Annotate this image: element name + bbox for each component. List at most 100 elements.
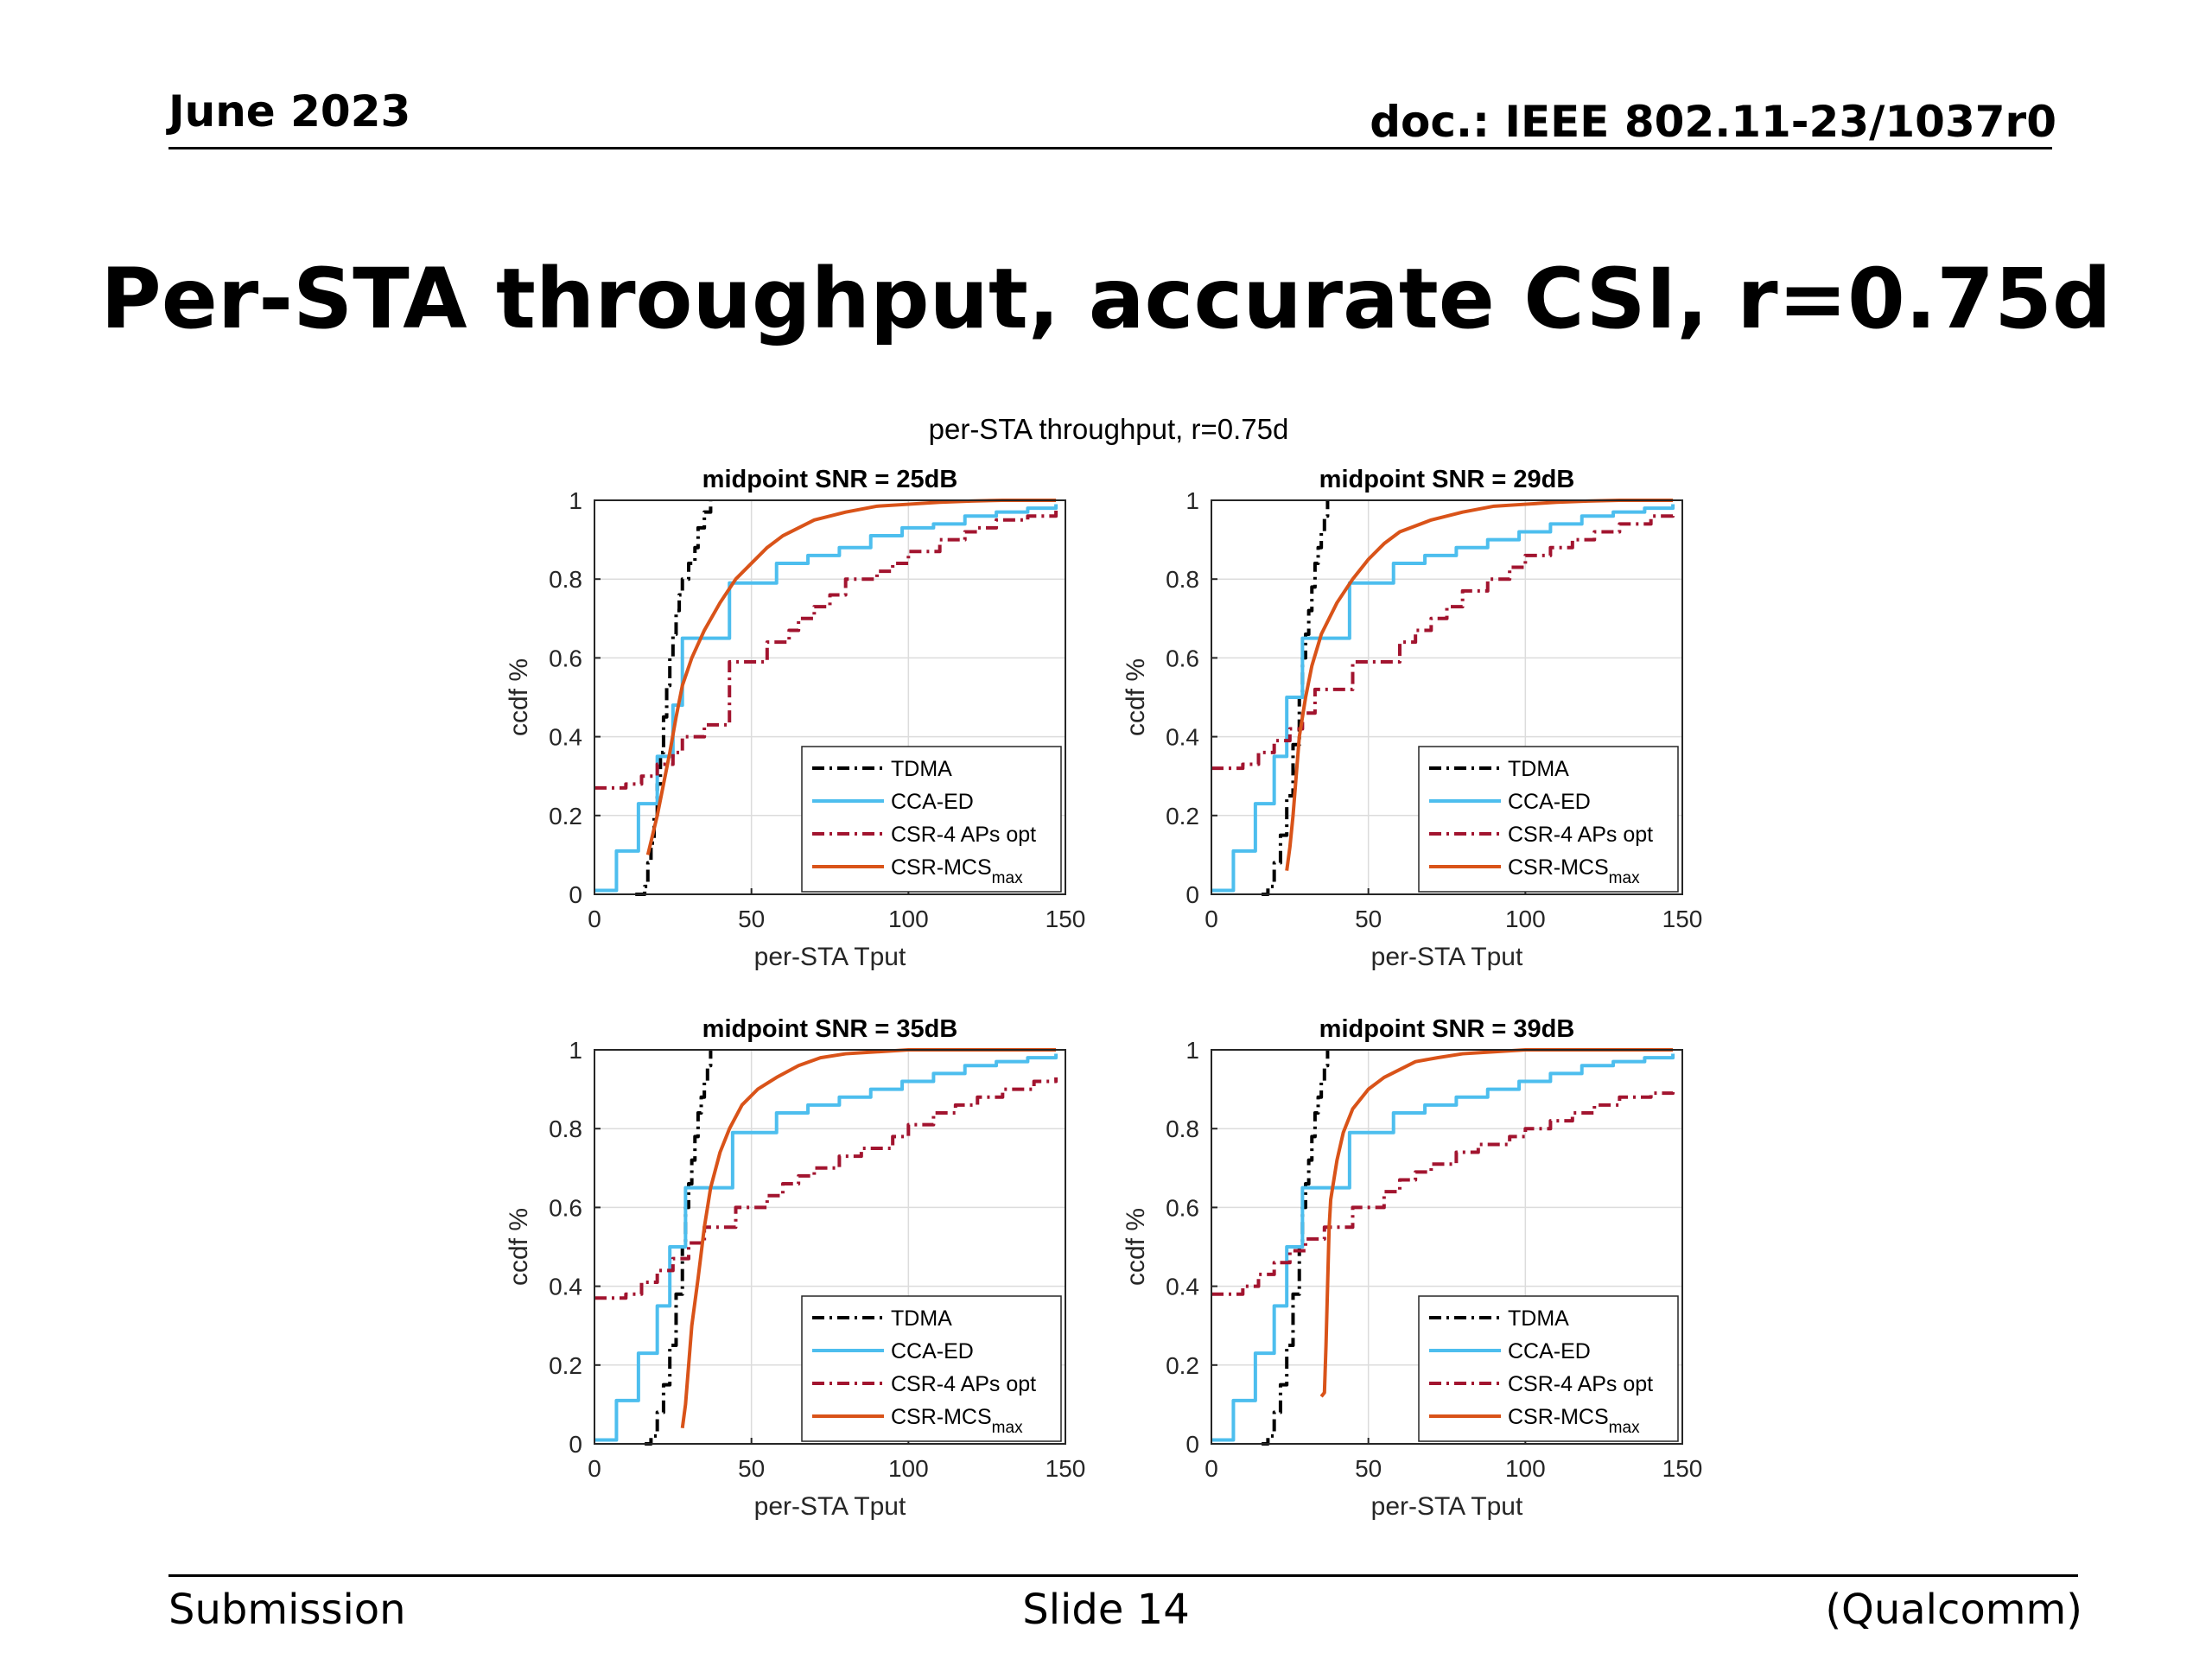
header-doc-id: doc.: IEEE 802.11-23/1037r0: [1370, 97, 2056, 147]
legend-label: CSR-4 APs opt: [1508, 1372, 1653, 1396]
figure-title: per-STA throughput, r=0.75d: [929, 413, 1289, 445]
series-line-tdma: [635, 500, 713, 896]
series-line-cca-ed: [1211, 1053, 1675, 1442]
legend-label: CSR-4 APs opt: [1508, 823, 1653, 847]
legend-label: CCA-ED: [1508, 790, 1591, 814]
slide-title: Per-STA throughput, accurate CSI, r=0.75…: [100, 251, 2112, 347]
y-tick-label: 1: [569, 1037, 582, 1064]
x-tick-label: 0: [1205, 906, 1218, 932]
panel-title: midpoint SNR = 39dB: [1319, 1015, 1575, 1043]
legend-label-subscript: max: [992, 869, 1023, 887]
legend-label: CCA-ED: [891, 1339, 974, 1363]
x-tick-label: 100: [1505, 906, 1546, 932]
x-tick-label: 50: [738, 906, 765, 932]
x-axis-label: per-STA Tput: [1371, 943, 1523, 971]
legend-label: TDMA: [891, 1306, 952, 1331]
x-tick-label: 150: [1046, 906, 1086, 932]
y-axis-label: ccdf %: [505, 1208, 533, 1286]
legend-label: CCA-ED: [1508, 1339, 1591, 1363]
legend-label: CSR-4 APs opt: [891, 823, 1036, 847]
series-line-cca-ed: [594, 504, 1058, 893]
y-tick-label: 0.8: [1166, 1116, 1199, 1142]
x-tick-label: 0: [588, 1455, 601, 1482]
footer-slide-number: Slide 14: [1022, 1586, 1190, 1634]
series-line-tdma: [1262, 1050, 1330, 1446]
panel-title: midpoint SNR = 25dB: [702, 466, 958, 493]
y-tick-label: 0.2: [549, 1352, 582, 1379]
axes-box: [594, 1049, 1066, 1445]
legend-label: CSR-4 APs opt: [891, 1372, 1036, 1396]
legend-label-subscript: max: [1609, 869, 1640, 887]
series-line-tdma: [645, 1050, 713, 1446]
header-date: June 2023: [168, 86, 411, 137]
series-line-csr-4-aps-opt: [1211, 512, 1675, 771]
y-tick-label: 0.4: [1166, 1274, 1199, 1300]
y-tick-label: 0: [1185, 881, 1199, 908]
header-rule: [168, 147, 2052, 149]
legend-label-subscript: max: [1609, 1419, 1640, 1437]
x-tick-label: 50: [1355, 906, 1382, 932]
series-line-csr-4-aps-opt: [594, 1077, 1058, 1300]
y-tick-label: 0.8: [549, 566, 582, 593]
y-tick-label: 0.6: [1166, 645, 1199, 671]
series-line-csr-mcs: [1285, 499, 1674, 871]
x-tick-label: 50: [1355, 1455, 1382, 1482]
y-tick-label: 0.6: [549, 1194, 582, 1221]
y-tick-label: 0.2: [549, 803, 582, 830]
panel-title: midpoint SNR = 29dB: [1319, 466, 1575, 493]
axes-box: [594, 499, 1066, 895]
footer-submission: Submission: [168, 1586, 406, 1634]
y-tick-label: 1: [569, 487, 582, 514]
axes-box: [1211, 1049, 1683, 1445]
x-tick-label: 100: [1505, 1455, 1546, 1482]
x-tick-label: 0: [1205, 1455, 1218, 1482]
panel-4: 0 50 100 150 0 0.2 0.4 0.6 0.8 1 midpoint SNR = 39…: [1122, 1015, 1702, 1521]
y-tick-label: 0: [569, 881, 582, 908]
panel-3: 0 50 100 150 0 0.2 0.4 0.6 0.8 1 midpoint SNR = 35…: [505, 1015, 1085, 1521]
x-tick-label: 150: [1662, 1455, 1703, 1482]
legend-label: TDMA: [1508, 1306, 1569, 1331]
x-axis-label: per-STA Tput: [1371, 1492, 1523, 1521]
y-tick-label: 0: [1185, 1431, 1199, 1458]
y-tick-label: 0.4: [549, 1274, 582, 1300]
x-axis-label: per-STA Tput: [754, 1492, 906, 1521]
x-tick-label: 0: [588, 906, 601, 932]
x-tick-label: 150: [1662, 906, 1703, 932]
y-tick-label: 1: [1185, 1037, 1199, 1064]
panel-2: 0 50 100 150 0 0.2 0.4 0.6 0.8 1 midpoint SNR = 29…: [1122, 466, 1702, 971]
y-tick-label: 1: [1185, 487, 1199, 514]
panel-title: midpoint SNR = 35dB: [702, 1015, 958, 1043]
footer-rule: [168, 1574, 2078, 1577]
y-tick-label: 0.4: [1166, 724, 1199, 751]
y-tick-label: 0.8: [549, 1116, 582, 1142]
y-tick-label: 0.4: [549, 724, 582, 751]
y-tick-label: 0.8: [1166, 566, 1199, 593]
series-line-cca-ed: [1211, 504, 1675, 893]
x-tick-label: 100: [888, 906, 929, 932]
y-axis-label: ccdf %: [505, 658, 533, 736]
x-axis-label: per-STA Tput: [754, 943, 906, 971]
x-tick-label: 50: [738, 1455, 765, 1482]
y-axis-label: ccdf %: [1122, 1208, 1150, 1286]
series-line-cca-ed: [594, 1053, 1058, 1442]
legend-label: TDMA: [1508, 757, 1569, 781]
legend-label: CCA-ED: [891, 790, 974, 814]
x-tick-label: 150: [1046, 1455, 1086, 1482]
legend-label-subscript: max: [992, 1419, 1023, 1437]
axes-box: [1211, 499, 1683, 895]
series-line-csr-4-aps-opt: [1211, 1089, 1675, 1296]
series-line-csr-4-aps-opt: [594, 508, 1058, 790]
y-tick-label: 0.2: [1166, 803, 1199, 830]
series-line-tdma: [1262, 500, 1330, 896]
panel-1: 0 50 100 150 0 0.2 0.4 0.6 0.8 1 midpoint SNR = 25…: [505, 466, 1085, 971]
y-tick-label: 0.6: [549, 645, 582, 671]
legend-label: TDMA: [891, 757, 952, 781]
y-tick-label: 0.2: [1166, 1352, 1199, 1379]
x-tick-label: 100: [888, 1455, 929, 1482]
series-line-csr-mcs: [645, 499, 1057, 855]
